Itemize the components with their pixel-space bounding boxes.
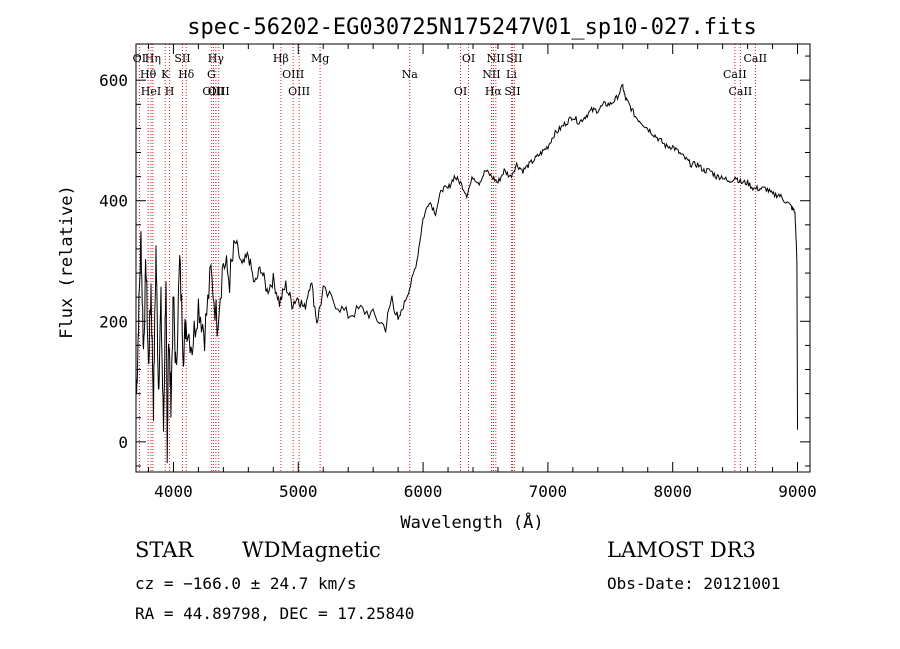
y-axis-label: Flux (relative) xyxy=(57,185,77,339)
line-label: NII xyxy=(482,68,500,81)
object-class: STAR xyxy=(135,538,194,562)
y-tick-label: 200 xyxy=(99,312,128,331)
line-label: Hθ xyxy=(140,68,157,81)
line-label: HeI xyxy=(141,85,161,98)
emission-line-markers xyxy=(138,44,756,472)
x-axis: 4000 5000 6000 7000 8000 9000 xyxy=(147,44,817,501)
survey-name: LAMOST DR3 xyxy=(607,538,756,562)
line-label: H xyxy=(165,85,175,98)
y-tick-label: 0 xyxy=(118,433,128,452)
line-label: OI xyxy=(462,52,475,65)
spectrum-line xyxy=(136,83,798,464)
line-label: OIII xyxy=(202,85,224,98)
x-tick-label: 6000 xyxy=(404,482,443,501)
line-label: SII xyxy=(174,52,190,65)
line-label: G xyxy=(207,68,216,81)
x-tick-label: 9000 xyxy=(778,482,817,501)
x-tick-label: 4000 xyxy=(154,482,193,501)
line-label: OIII xyxy=(208,85,230,98)
x-axis-label: Wavelength (Å) xyxy=(400,511,543,533)
line-label: Hβ xyxy=(273,52,289,65)
line-label: OI xyxy=(133,52,146,65)
x-tick-label: 7000 xyxy=(529,482,568,501)
observation-date: Obs-Date: 20121001 xyxy=(607,574,781,593)
line-label: Na xyxy=(402,68,419,81)
x-tick-label: 8000 xyxy=(653,482,692,501)
line-label: OIII xyxy=(288,85,310,98)
y-tick-label: 400 xyxy=(99,192,128,211)
y-tick-label: 600 xyxy=(99,71,128,90)
line-label: NII xyxy=(487,52,505,65)
line-label: Hγ xyxy=(208,52,225,65)
line-label: CaII xyxy=(723,68,747,81)
line-label: CaII xyxy=(743,52,767,65)
line-label: Hα xyxy=(485,85,503,98)
line-label: K xyxy=(161,68,170,81)
object-subclass: WDMagnetic xyxy=(242,538,381,562)
line-label: OI xyxy=(454,85,467,98)
line-label: Mg xyxy=(311,52,329,65)
line-label: Li xyxy=(506,68,517,81)
x-tick-label: 5000 xyxy=(279,482,318,501)
line-label: CaII xyxy=(729,85,753,98)
redshift-velocity: cz = −166.0 ± 24.7 km/s xyxy=(135,574,357,593)
chart-title: spec-56202-EG030725N175247V01_sp10-027.f… xyxy=(187,15,757,40)
emission-line-labels: OIHθHeIHηKHSIIHδOIIIHγGOIIIHβOIIIOIIIMgN… xyxy=(133,52,767,98)
line-label: OIII xyxy=(282,68,304,81)
line-label: SII xyxy=(504,85,520,98)
y-axis: 0 200 400 600 xyxy=(99,55,810,467)
line-label: Hη xyxy=(145,52,161,65)
plot-frame xyxy=(135,43,811,473)
line-label: SII xyxy=(506,52,522,65)
coordinates: RA = 44.89798, DEC = 17.25840 xyxy=(135,604,415,623)
line-label: Hδ xyxy=(178,68,195,81)
